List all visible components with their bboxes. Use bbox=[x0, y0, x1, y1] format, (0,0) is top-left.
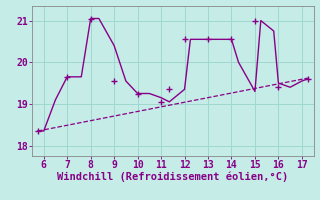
X-axis label: Windchill (Refroidissement éolien,°C): Windchill (Refroidissement éolien,°C) bbox=[57, 172, 288, 182]
